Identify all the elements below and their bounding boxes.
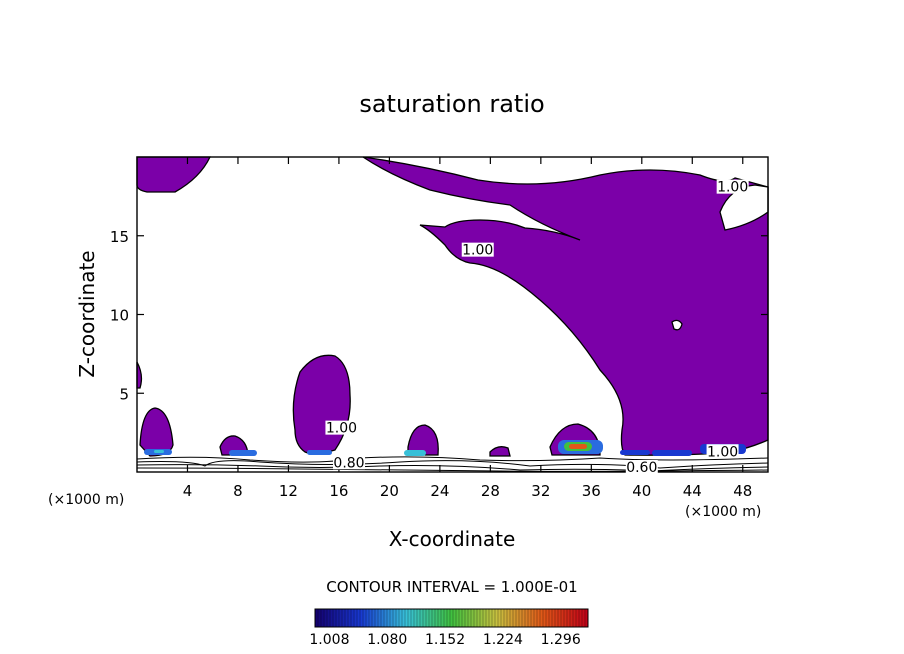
contour-label-bg	[716, 179, 749, 194]
y-tick-label: 5	[119, 385, 129, 403]
colorbar-tick-label: 1.296	[541, 632, 581, 648]
contour-label-bg	[461, 242, 494, 257]
spot-1-core	[154, 450, 164, 453]
y-ticks: 5 10 15	[110, 228, 768, 403]
spot-3	[307, 450, 332, 455]
x-unit-left: (×1000 m)	[48, 492, 124, 508]
x-ticks: 4 8 12 16 20 24 28 32 36 40 44 48	[183, 157, 752, 500]
x-tick-label: 24	[430, 482, 449, 500]
saturated-cloud-1	[139, 407, 174, 457]
saturated-region-upper	[136, 156, 212, 193]
contour-label-bg	[706, 444, 739, 459]
colorbar-tick-label: 1.224	[483, 632, 523, 648]
contour-label: 0.80	[333, 455, 364, 471]
colorbar-frame	[314, 608, 589, 628]
spot-5-core	[569, 444, 587, 449]
saturated-cloud-5	[489, 446, 511, 457]
contour-labels: 1.00 1.00 1.00 1.00 0.80 0.60	[325, 179, 749, 476]
contour-label-bg	[333, 455, 366, 470]
x-tick-label: 40	[632, 482, 651, 500]
x-tick-label: 20	[380, 482, 399, 500]
contour-label: 1.00	[326, 421, 357, 437]
saturated-edge-left	[136, 361, 143, 389]
y-tick-label: 15	[110, 228, 129, 246]
spot-6	[620, 450, 650, 455]
colorbar-gradient	[315, 609, 588, 627]
x-axis-label: X-coordinate	[389, 527, 516, 551]
x-tick-label: 48	[733, 482, 752, 500]
contour-line	[136, 456, 769, 463]
saturated-regions	[136, 156, 769, 457]
colorbar-tick-label: 1.080	[367, 632, 407, 648]
contour-interval: CONTOUR INTERVAL = 1.000E-01	[326, 578, 577, 596]
contour-label-bg	[325, 420, 358, 435]
x-tick-label: 36	[582, 482, 601, 500]
chart-title: saturation ratio	[359, 90, 544, 118]
x-tick-label: 4	[183, 482, 193, 500]
saturated-cloud-3	[407, 424, 439, 456]
contour-line	[136, 460, 769, 469]
saturated-region-main	[362, 156, 769, 456]
x-tick-label: 12	[279, 482, 298, 500]
x-unit-right: (×1000 m)	[685, 504, 761, 520]
spot-4	[404, 450, 426, 456]
x-tick-label: 16	[329, 482, 348, 500]
spot-2	[229, 450, 257, 456]
colorbar-tick-label: 1.008	[309, 632, 349, 648]
contour-label: 1.00	[707, 444, 738, 460]
colorbar	[314, 608, 589, 628]
surface-contours	[136, 456, 769, 472]
x-tick-label: 8	[233, 482, 243, 500]
x-tick-label: 28	[481, 482, 500, 500]
contour-label: 1.00	[717, 180, 748, 196]
y-tick-label: 10	[110, 307, 129, 325]
x-tick-label: 44	[683, 482, 702, 500]
contour-label: 1.00	[462, 243, 493, 259]
colorbar-labels: 1.008 1.080 1.152 1.224 1.296	[309, 632, 580, 648]
x-tick-label: 32	[531, 482, 550, 500]
colorbar-tick-label: 1.152	[425, 632, 465, 648]
saturated-column-center	[292, 354, 351, 455]
contour-label-bg	[625, 460, 658, 474]
contour-label: 0.60	[626, 460, 657, 476]
unsaturated-hole	[671, 319, 683, 331]
spot-7	[652, 450, 692, 456]
y-axis-label: Z-coordinate	[75, 250, 99, 377]
